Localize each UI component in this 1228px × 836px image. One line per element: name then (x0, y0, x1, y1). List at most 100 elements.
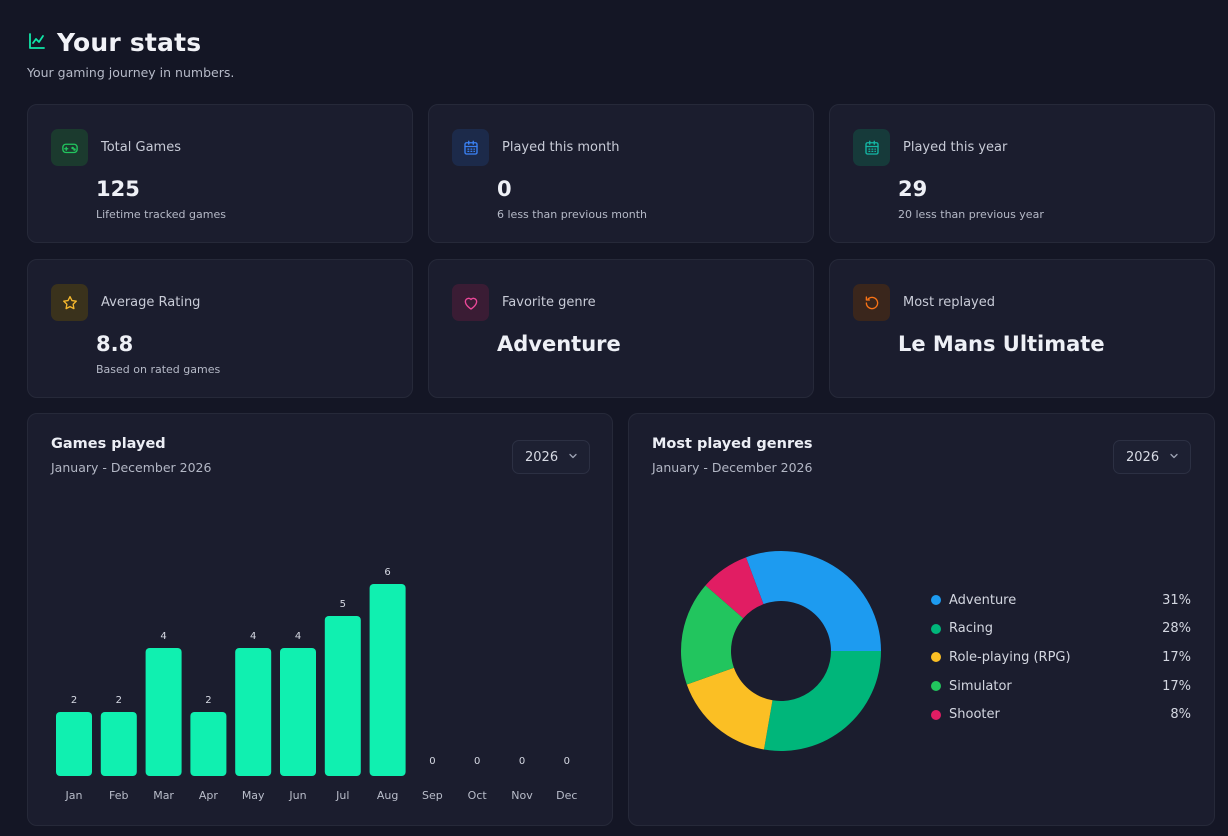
legend-percent: 8% (1170, 707, 1191, 723)
bar[interactable] (190, 712, 227, 776)
legend-dot (931, 595, 941, 606)
donut-slice-simulator[interactable] (681, 585, 744, 685)
replay-icon (853, 284, 890, 321)
bar-value-label: 2 (71, 695, 77, 706)
legend-percent: 31% (1162, 592, 1191, 608)
legend-dot (931, 681, 941, 692)
bar-value-label: 5 (340, 599, 346, 610)
legend-percent: 28% (1162, 621, 1191, 637)
x-tick-label: Aug (377, 789, 398, 802)
x-tick-label: May (242, 789, 265, 802)
bar-value-label: 4 (295, 631, 301, 642)
legend-item: Shooter 8% (931, 700, 1191, 729)
page-header: Your stats Your gaming journey in number… (27, 28, 234, 80)
games-played-panel: Games played January - December 2026 202… (27, 413, 613, 826)
x-tick-label: Jun (288, 789, 306, 802)
stat-card-played-year: Played this year 29 20 less than previou… (829, 104, 1215, 243)
stat-value: 125 (96, 177, 140, 201)
genres-legend: Adventure 31% Racing 28% Role-playing (RPG) 1… (931, 586, 1191, 729)
legend-item: Role-playing (RPG) 17% (931, 643, 1191, 672)
genres-panel: Most played genres January - December 20… (628, 413, 1215, 826)
stat-value: Le Mans Ultimate (898, 332, 1105, 356)
x-tick-label: Oct (468, 789, 488, 802)
stat-value: 29 (898, 177, 928, 201)
year-select[interactable]: 2026 (1113, 440, 1191, 474)
heart-icon (452, 284, 489, 321)
x-tick-label: Dec (556, 789, 577, 802)
stat-label: Most replayed (903, 295, 996, 310)
stat-note: 20 less than previous year (898, 208, 1044, 221)
chevron-down-icon (1169, 450, 1179, 465)
bar-value-label: 0 (564, 756, 570, 767)
page-title: Your stats (57, 28, 202, 57)
stat-value: 8.8 (96, 332, 134, 356)
panel-title: Games played (51, 436, 166, 452)
stat-label: Average Rating (101, 295, 201, 310)
star-icon (51, 284, 88, 321)
x-tick-label: Jul (335, 789, 349, 802)
stat-value: Adventure (497, 332, 621, 356)
x-tick-label: Sep (422, 789, 443, 802)
donut-slice-shooter[interactable] (705, 557, 764, 619)
legend-dot (931, 652, 941, 663)
legend-dot (931, 623, 941, 634)
year-select-value: 2026 (1126, 449, 1160, 465)
bar-value-label: 4 (250, 631, 256, 642)
stat-label: Total Games (101, 140, 181, 155)
x-tick-label: Mar (153, 789, 174, 802)
bar-value-label: 0 (519, 756, 525, 767)
x-tick-label: Nov (511, 789, 533, 802)
legend-label: Shooter (949, 707, 1000, 723)
legend-label: Role-playing (RPG) (949, 649, 1071, 665)
bar-value-label: 6 (384, 567, 390, 578)
year-select[interactable]: 2026 (512, 440, 590, 474)
bar-value-label: 0 (429, 756, 435, 767)
legend-label: Racing (949, 621, 993, 637)
stat-card-average-rating: Average Rating 8.8 Based on rated games (27, 259, 413, 398)
legend-item: Simulator 17% (931, 672, 1191, 701)
donut-slice-role-playing-rpg[interactable] (686, 667, 773, 750)
bar[interactable] (369, 584, 406, 776)
stat-label: Played this year (903, 140, 1008, 155)
stat-card-most-replayed: Most replayed Le Mans Ultimate (829, 259, 1215, 398)
panel-range: January - December 2026 (51, 460, 212, 475)
bar[interactable] (280, 648, 316, 776)
panel-range: January - December 2026 (652, 460, 813, 475)
donut-slice-adventure[interactable] (745, 551, 881, 651)
bar[interactable] (324, 616, 361, 776)
donut-slice-racing[interactable] (763, 651, 881, 751)
legend-percent: 17% (1162, 649, 1191, 665)
legend-dot (931, 709, 941, 720)
stat-note: Based on rated games (96, 363, 221, 376)
bar[interactable] (100, 712, 137, 776)
stat-card-played-month: Played this month 0 6 less than previous… (428, 104, 814, 243)
page-subtitle: Your gaming journey in numbers. (27, 65, 235, 80)
legend-item: Adventure 31% (931, 586, 1191, 615)
bar-value-label: 2 (116, 695, 122, 706)
stat-note: Lifetime tracked games (96, 208, 226, 221)
legend-label: Simulator (949, 678, 1012, 694)
chart-icon (27, 31, 47, 55)
chevron-down-icon (568, 450, 578, 465)
x-tick-label: Apr (199, 789, 219, 802)
x-tick-label: Jan (65, 789, 83, 802)
panel-title: Most played genres (652, 436, 813, 452)
stat-card-total-games: Total Games 125 Lifetime tracked games (27, 104, 413, 243)
stat-label: Played this month (502, 140, 620, 155)
bar[interactable] (235, 648, 272, 776)
stat-card-favorite-genre: Favorite genre Adventure (428, 259, 814, 398)
gamepad-icon (51, 129, 88, 166)
stat-note: 6 less than previous month (497, 208, 647, 221)
stat-value: 0 (497, 177, 512, 201)
genres-donut-chart (681, 551, 881, 751)
bar-value-label: 4 (160, 631, 166, 642)
legend-label: Adventure (949, 592, 1017, 608)
games-bar-chart: 2 Jan 2 Feb 4 Mar 2 Apr 4 May 4 Jun 5 Jul 6 Aug 0 Sep 0 Oct… (56, 567, 577, 802)
bar-value-label: 0 (474, 756, 480, 767)
calendar-icon (853, 129, 890, 166)
calendar-icon (452, 129, 489, 166)
bar-value-label: 2 (205, 695, 211, 706)
bar[interactable] (145, 648, 182, 776)
bar[interactable] (56, 712, 92, 776)
